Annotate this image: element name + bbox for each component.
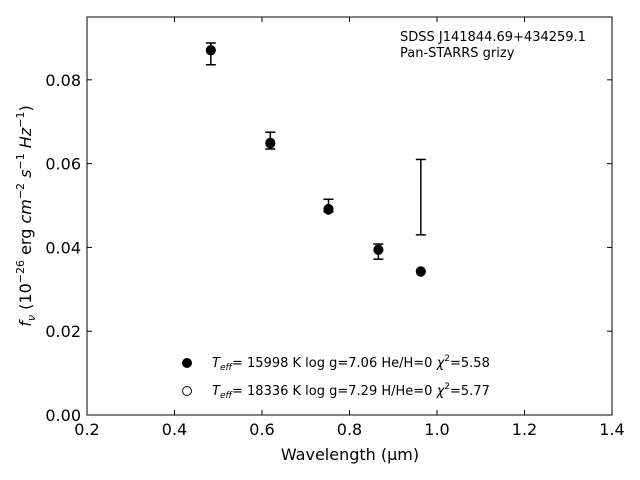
model-point-filled xyxy=(205,45,216,56)
annotation-object: SDSS J141844.69+434259.1 xyxy=(400,30,586,45)
y-tick-label: 0.08 xyxy=(45,71,81,90)
model-point-filled xyxy=(323,204,334,215)
legend: Teff= 15998 K log g=7.06 He/H=0 χ2=5.58 … xyxy=(182,354,490,401)
x-tick-label: 1.4 xyxy=(599,420,624,439)
legend-entry-2: Teff= 18336 K log g=7.29 H/He=0 χ2=5.77 xyxy=(182,382,490,401)
y-axis: 0.00 0.02 0.04 0.06 0.08 xyxy=(45,71,612,425)
y-axis-title: fν (10−26 erg cm−2 s−1 Hz−1) xyxy=(14,105,38,326)
x-axis-title: Wavelength (μm) xyxy=(281,445,419,464)
x-tick-label: 0.2 xyxy=(74,420,99,439)
model-point-filled xyxy=(265,138,276,149)
legend-label-1: Teff= 15998 K log g=7.06 He/H=0 χ2=5.58 xyxy=(212,354,490,373)
legend-label-2: Teff= 18336 K log g=7.29 H/He=0 χ2=5.77 xyxy=(212,382,490,401)
model-point-filled xyxy=(373,244,384,255)
x-tick-label: 0.6 xyxy=(249,420,274,439)
annotation-survey: Pan-STARRS grizy xyxy=(400,46,515,61)
y-tick-label: 0.04 xyxy=(45,238,81,257)
x-axis: 0.2 0.4 0.6 0.8 1.0 1.2 1.4 xyxy=(74,17,625,439)
y-tick-label: 0.02 xyxy=(45,322,81,341)
x-tick-label: 0.4 xyxy=(162,420,187,439)
legend-marker-open xyxy=(182,386,192,396)
y-tick-label: 0.06 xyxy=(45,155,81,174)
plot-marks xyxy=(205,42,426,277)
model-point-filled xyxy=(415,266,426,277)
x-tick-label: 1.2 xyxy=(512,420,537,439)
x-tick-label: 1.0 xyxy=(424,420,449,439)
legend-entry-1: Teff= 15998 K log g=7.06 He/H=0 χ2=5.58 xyxy=(182,354,490,373)
y-tick-label: 0.00 xyxy=(45,406,81,425)
x-tick-label: 0.8 xyxy=(337,420,362,439)
legend-marker-filled xyxy=(182,358,192,368)
